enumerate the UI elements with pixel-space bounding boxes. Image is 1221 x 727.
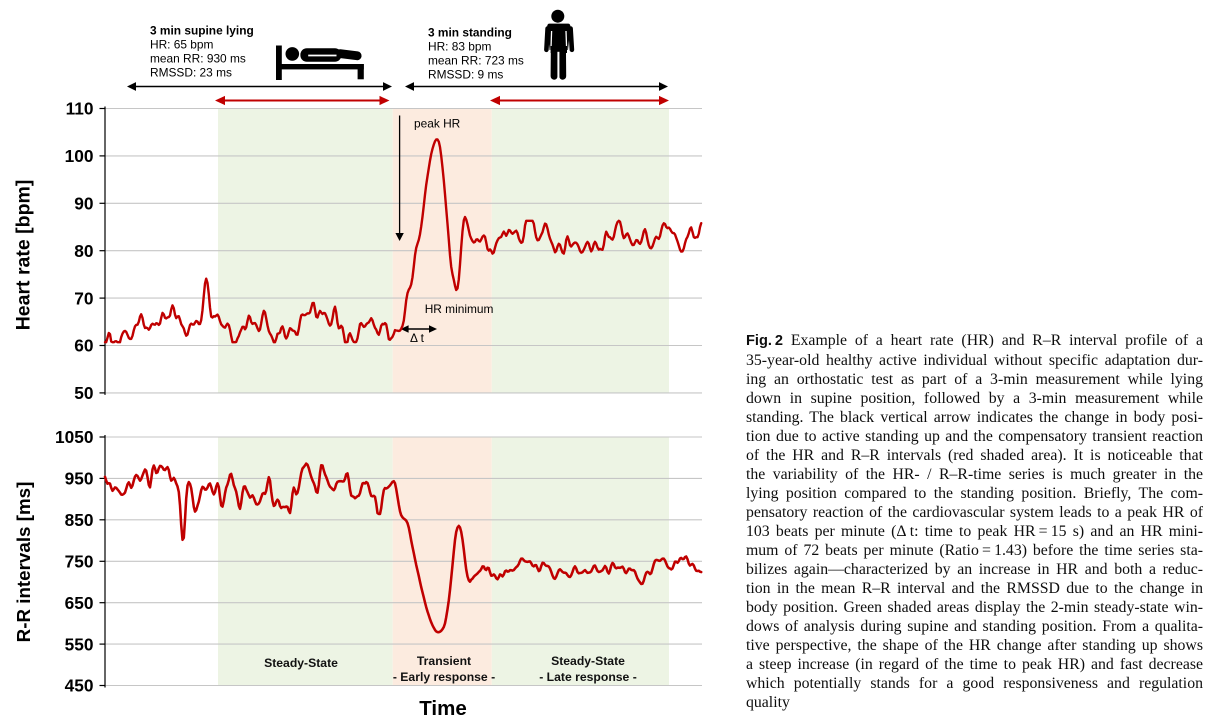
svg-text:HR: 65 bpm: HR: 65 bpm [150,38,214,52]
svg-text:Steady-State: Steady-State [264,656,338,670]
svg-text:90: 90 [74,194,93,214]
svg-text:RMSSD: 9 ms: RMSSD: 9 ms [428,68,503,82]
svg-text:- Late response -: - Late response - [539,670,637,684]
svg-text:Heart rate [bpm]: Heart rate [bpm] [12,180,34,331]
svg-text:50: 50 [74,383,93,403]
svg-text:70: 70 [74,288,93,308]
svg-text:100: 100 [65,146,94,166]
svg-text:450: 450 [65,676,94,696]
svg-text:3 min standing: 3 min standing [428,26,512,40]
svg-text:mean RR: 930 ms: mean RR: 930 ms [150,52,246,66]
svg-text:- Early response -: - Early response - [393,670,495,684]
svg-text:60: 60 [74,336,93,356]
svg-text:80: 80 [74,241,93,261]
svg-text:RMSSD: 23 ms: RMSSD: 23 ms [150,66,232,80]
svg-text:750: 750 [65,552,94,572]
svg-text:Time: Time [419,697,466,720]
svg-text:110: 110 [66,99,94,119]
svg-text:3 min supine lying: 3 min supine lying [150,24,254,38]
svg-text:Steady-State: Steady-State [551,654,625,668]
svg-text:HR minimum: HR minimum [425,302,494,316]
svg-text:peak HR: peak HR [414,117,461,131]
svg-text:Δ t: Δ t [410,331,425,345]
svg-text:mean RR: 723 ms: mean RR: 723 ms [428,54,524,68]
svg-text:550: 550 [65,634,94,654]
svg-text:1050: 1050 [55,427,93,447]
svg-text:850: 850 [65,510,94,530]
svg-text:R-R intervals [ms]: R-R intervals [ms] [13,482,34,643]
svg-text:950: 950 [65,469,94,489]
svg-text:650: 650 [65,593,94,613]
svg-text:HR: 83 bpm: HR: 83 bpm [428,40,492,54]
svg-text:Transient: Transient [417,654,471,668]
